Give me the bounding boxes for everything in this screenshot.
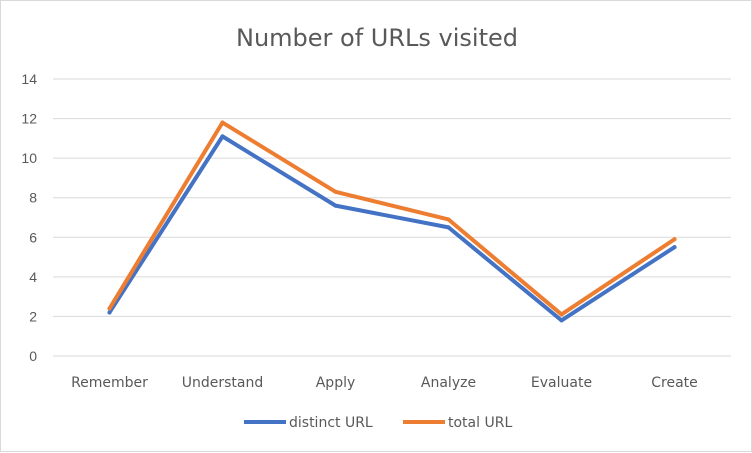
legend-label: total URL [448, 415, 512, 431]
x-tick-label: Create [651, 375, 698, 391]
series-line-1 [107, 120, 677, 317]
data-point [220, 120, 225, 125]
y-tick-label: 14 [21, 71, 37, 87]
legend-item: distinct URL [244, 415, 373, 431]
y-axis-ticks: 0 2 4 6 8 10 12 14 [21, 71, 37, 364]
data-point [107, 306, 112, 311]
data-point [220, 134, 225, 139]
x-tick-label: Understand [182, 375, 264, 391]
data-point [333, 189, 338, 194]
y-tick-label: 0 [29, 348, 37, 364]
x-tick-label: Evaluate [531, 375, 592, 391]
legend-label: distinct URL [289, 415, 373, 431]
gridlines [53, 78, 731, 357]
data-point [446, 217, 451, 222]
x-axis-ticks: Remember Understand Apply Analyze Evaluate Cr… [71, 375, 698, 391]
data-point [333, 203, 338, 208]
y-tick-label: 6 [29, 229, 37, 245]
series-lines [107, 120, 677, 323]
data-point [107, 310, 112, 315]
data-point [672, 245, 677, 250]
y-tick-label: 10 [21, 150, 37, 166]
x-tick-label: Apply [316, 375, 356, 391]
data-point [672, 237, 677, 242]
data-point [559, 312, 564, 317]
chart-title: Number of URLs visited [236, 24, 518, 52]
legend: distinct URL total URL [244, 415, 512, 431]
y-tick-label: 4 [29, 269, 37, 285]
y-tick-label: 8 [29, 190, 37, 206]
series-line-0 [107, 134, 677, 323]
data-point [446, 225, 451, 230]
y-tick-label: 12 [21, 111, 37, 127]
x-tick-label: Analyze [421, 375, 476, 391]
x-tick-label: Remember [71, 375, 148, 391]
y-tick-label: 2 [29, 308, 37, 324]
legend-item: total URL [403, 415, 512, 431]
data-point [559, 318, 564, 323]
